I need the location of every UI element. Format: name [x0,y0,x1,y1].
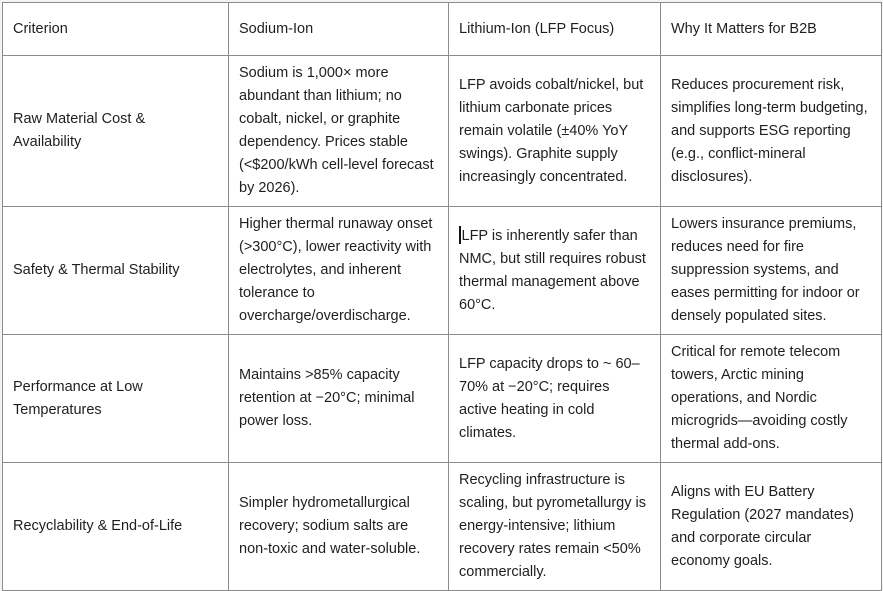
lithium-ion-cell[interactable]: LFP avoids cobalt/nickel, but lithium ca… [448,55,661,207]
b2b-cell[interactable]: Aligns with EU Battery Regulation (2027 … [660,462,882,591]
b2b-cell[interactable]: Critical for remote telecom towers, Arct… [660,334,882,463]
criterion-label: Performance at Low Temperatures [13,378,143,418]
sodium-ion-text: Higher thermal runaway onset (>300°C), l… [239,216,433,324]
b2b-text: Lowers insurance premiums, reduces need … [671,216,860,324]
sodium-ion-cell[interactable]: Sodium is 1,000× more abundant than lith… [228,55,449,207]
lithium-ion-text: LFP is inherently safer than NMC, but st… [459,227,646,313]
criterion-label: Recyclability & End-of-Life [13,518,183,534]
text-cursor [459,225,461,244]
header-label-lithium-ion: Lithium-Ion (LFP Focus) [459,20,615,37]
b2b-text: Critical for remote telecom towers, Arct… [671,344,848,452]
criterion-label: Raw Material Cost & Availability [13,111,146,150]
sodium-ion-text: Sodium is 1,000× more abundant than lith… [239,65,434,196]
b2b-cell[interactable]: Reduces procurement risk, simplifies lon… [660,55,882,207]
b2b-text: Reduces procurement risk, simplifies lon… [671,76,868,185]
sodium-ion-text: Simpler hydrometallurgical recovery; sod… [239,495,421,557]
sodium-ion-cell[interactable]: Maintains >85% capacity retention at −20… [228,334,449,463]
sodium-ion-text: Maintains >85% capacity retention at −20… [239,367,415,429]
sodium-ion-cell[interactable]: Higher thermal runaway onset (>300°C), l… [228,206,449,335]
header-label-criterion: Criterion [13,20,68,37]
lithium-ion-cell[interactable]: LFP capacity drops to ~ 60–70% at −20°C;… [448,334,661,463]
lithium-ion-text: Recycling infrastructure is scaling, but… [459,472,646,580]
lithium-ion-cell[interactable]: LFP is inherently safer than NMC, but st… [448,206,661,335]
header-row: Criterion Sodium-Ion Lithium-Ion (LFP Fo… [2,2,882,56]
b2b-cell[interactable]: Lowers insurance premiums, reduces need … [660,206,882,335]
header-cell-criterion[interactable]: Criterion [2,2,229,56]
criterion-cell[interactable]: Safety & Thermal Stability [2,206,229,335]
table-row-low-temperature: Performance at Low Temperatures Maintain… [2,334,882,463]
criterion-cell[interactable]: Raw Material Cost & Availability [2,55,229,207]
lithium-ion-text: LFP capacity drops to ~ 60–70% at −20°C;… [459,355,640,441]
criterion-cell[interactable]: Performance at Low Temperatures [2,334,229,463]
header-label-b2b: Why It Matters for B2B [671,20,817,37]
header-cell-sodium-ion[interactable]: Sodium-Ion [228,2,449,56]
criterion-cell[interactable]: Recyclability & End-of-Life [2,462,229,591]
header-cell-lithium-ion[interactable]: Lithium-Ion (LFP Focus) [448,2,661,56]
sodium-ion-cell[interactable]: Simpler hydrometallurgical recovery; sod… [228,462,449,591]
b2b-text: Aligns with EU Battery Regulation (2027 … [671,483,854,569]
header-label-sodium-ion: Sodium-Ion [239,20,314,37]
table-row-recyclability: Recyclability & End-of-Life Simpler hydr… [2,462,882,591]
lithium-ion-cell[interactable]: Recycling infrastructure is scaling, but… [448,462,661,591]
header-cell-b2b[interactable]: Why It Matters for B2B [660,2,882,56]
lithium-ion-text: LFP avoids cobalt/nickel, but lithium ca… [459,76,644,185]
table-row-raw-material: Raw Material Cost & Availability Sodium … [2,55,882,207]
criterion-label: Safety & Thermal Stability [13,262,180,278]
table-row-safety: Safety & Thermal Stability Higher therma… [2,206,882,335]
